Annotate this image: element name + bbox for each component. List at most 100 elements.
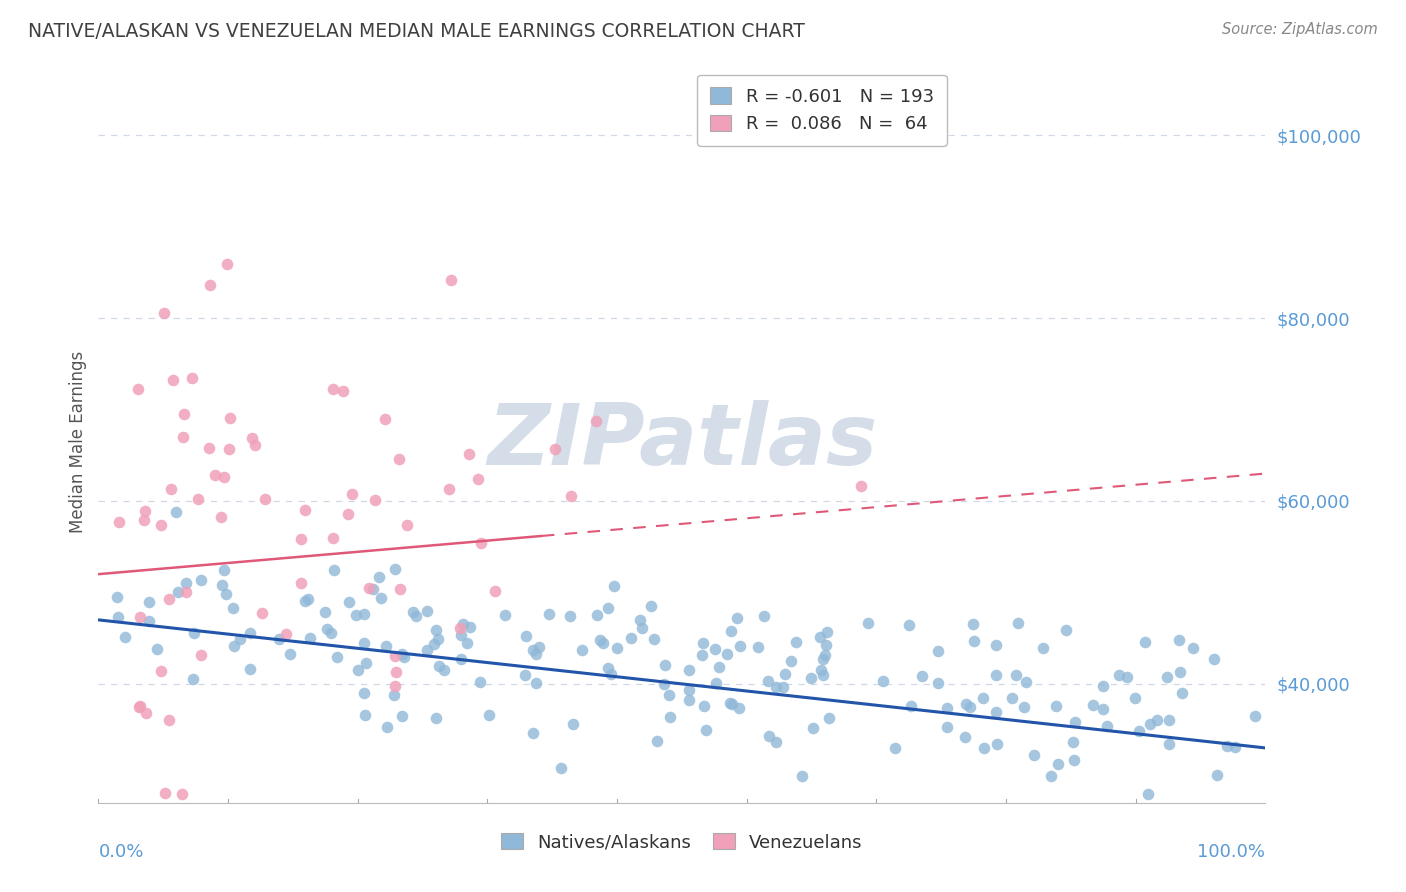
Point: [342, 486, 364, 500]
Point: [146, 641, 169, 656]
Point: [427, 659, 450, 673]
Point: [222, 639, 245, 653]
Point: [135, 706, 157, 720]
Point: [658, 710, 681, 724]
Text: Source: ZipAtlas.com: Source: ZipAtlas.com: [1222, 22, 1378, 37]
Point: [986, 737, 1008, 751]
Point: [720, 624, 742, 638]
Point: [1047, 756, 1070, 771]
Point: [173, 407, 195, 421]
Point: [449, 622, 471, 636]
Point: [1108, 667, 1130, 681]
Point: [544, 442, 567, 457]
Point: [425, 711, 447, 725]
Point: [212, 563, 235, 577]
Point: [1216, 739, 1239, 753]
Point: [370, 591, 392, 606]
Point: [790, 769, 813, 783]
Point: [606, 640, 628, 655]
Text: ZIPatlas: ZIPatlas: [486, 400, 877, 483]
Point: [197, 442, 219, 456]
Point: [458, 447, 481, 461]
Point: [494, 607, 516, 622]
Point: [752, 609, 775, 624]
Point: [1123, 690, 1146, 705]
Point: [190, 648, 212, 662]
Point: [927, 675, 949, 690]
Point: [356, 656, 378, 670]
Point: [953, 730, 976, 744]
Point: [416, 643, 439, 657]
Point: [898, 618, 921, 632]
Point: [239, 661, 262, 675]
Point: [294, 593, 316, 607]
Point: [128, 700, 150, 714]
Point: [1063, 753, 1085, 767]
Point: [229, 632, 252, 646]
Point: [811, 652, 834, 666]
Point: [353, 607, 375, 621]
Point: [162, 373, 184, 387]
Point: [695, 723, 717, 737]
Point: [678, 663, 700, 677]
Point: [218, 442, 240, 457]
Point: [703, 641, 725, 656]
Point: [384, 562, 406, 576]
Point: [456, 635, 478, 649]
Point: [368, 570, 391, 584]
Point: [1063, 714, 1085, 729]
Point: [513, 668, 536, 682]
Point: [388, 451, 411, 466]
Point: [384, 679, 406, 693]
Point: [1007, 616, 1029, 631]
Point: [423, 637, 446, 651]
Point: [678, 682, 700, 697]
Point: [108, 515, 131, 529]
Point: [849, 479, 872, 493]
Point: [973, 741, 995, 756]
Point: [439, 482, 461, 496]
Point: [392, 650, 415, 665]
Point: [326, 650, 349, 665]
Point: [986, 705, 1008, 719]
Point: [728, 701, 751, 715]
Point: [780, 654, 803, 668]
Point: [344, 607, 367, 622]
Point: [524, 648, 547, 662]
Point: [134, 504, 156, 518]
Point: [339, 594, 361, 608]
Point: [470, 536, 492, 550]
Point: [477, 708, 499, 723]
Point: [814, 648, 837, 662]
Point: [935, 701, 957, 715]
Point: [153, 786, 176, 800]
Point: [458, 620, 481, 634]
Point: [332, 384, 354, 398]
Point: [1095, 719, 1118, 733]
Point: [560, 609, 582, 624]
Point: [450, 652, 472, 666]
Point: [150, 518, 173, 533]
Point: [219, 411, 242, 425]
Point: [1032, 641, 1054, 656]
Point: [765, 735, 787, 749]
Point: [212, 470, 235, 484]
Point: [963, 633, 986, 648]
Point: [353, 686, 375, 700]
Point: [314, 606, 336, 620]
Point: [322, 382, 344, 396]
Point: [527, 640, 550, 654]
Point: [592, 636, 614, 650]
Point: [654, 658, 676, 673]
Point: [384, 648, 406, 663]
Point: [959, 700, 981, 714]
Point: [183, 672, 205, 686]
Point: [290, 533, 312, 547]
Point: [211, 578, 233, 592]
Point: [1039, 769, 1062, 783]
Point: [357, 581, 380, 595]
Point: [239, 626, 262, 640]
Point: [132, 513, 155, 527]
Point: [1146, 713, 1168, 727]
Point: [603, 579, 626, 593]
